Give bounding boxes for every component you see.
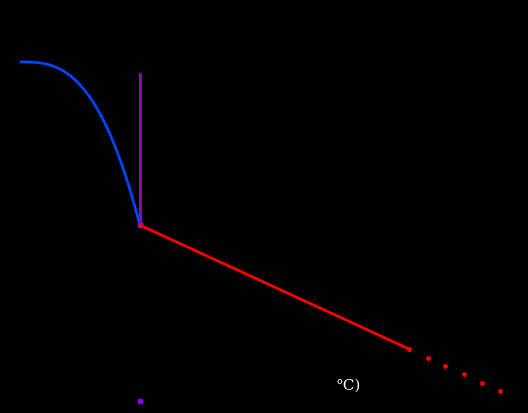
Text: °C): °C) [335,378,361,392]
